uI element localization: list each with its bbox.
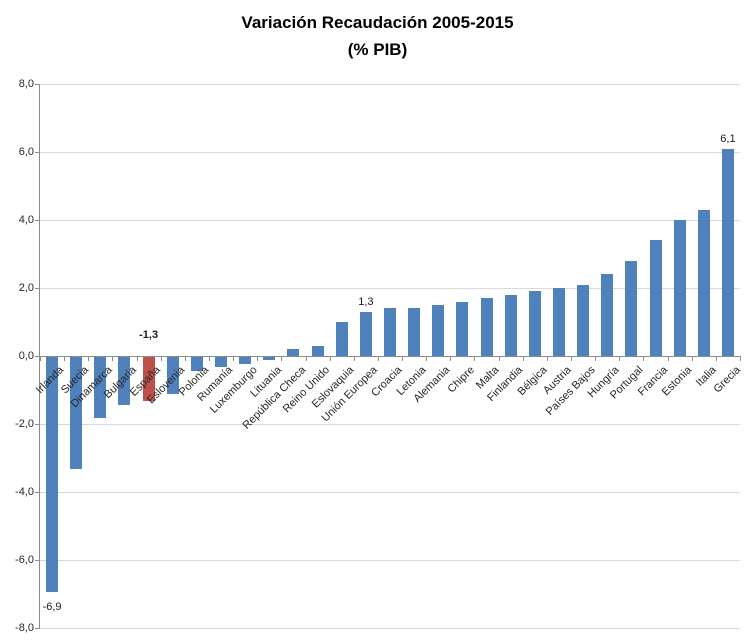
chart-bar-estonia	[673, 220, 686, 356]
x-axis-tick	[329, 356, 331, 361]
chart-bar-ruman-a	[215, 357, 228, 368]
chart-bar-hungr-a	[601, 274, 614, 356]
y-axis-tick-label: -6,0	[15, 554, 34, 566]
x-axis-line	[40, 356, 740, 357]
chart-bar-eslovaquia	[335, 322, 348, 356]
chart-bar-luxemburgo	[239, 357, 252, 364]
y-axis-tick-label: -8,0	[15, 622, 34, 634]
chart-bar-bulgaria	[118, 357, 131, 405]
y-axis-tick	[35, 492, 40, 493]
y-axis-tick	[35, 220, 40, 221]
x-axis-tick	[715, 356, 717, 361]
chart-bar-espa-a	[142, 357, 155, 402]
data-label: 1,3	[358, 295, 374, 308]
y-axis-tick-label: 4,0	[18, 214, 34, 226]
chart-bar-alemania	[432, 305, 445, 356]
chart-bar-irlanda	[46, 357, 59, 592]
chart-bar-chipre	[456, 301, 469, 356]
chart-bar-italia	[697, 209, 710, 356]
chart-bar-rep-blica-checa	[287, 349, 300, 356]
chart-bar-grecia	[721, 148, 734, 356]
y-axis-tick-label: 8,0	[18, 78, 34, 90]
x-axis-tick	[402, 356, 404, 361]
y-axis-tick	[35, 628, 40, 629]
x-axis-tick	[136, 356, 138, 361]
data-label: 6,1	[720, 132, 736, 145]
x-axis-tick	[667, 356, 669, 361]
chart-bar-pa-ses-bajos	[577, 284, 590, 356]
x-axis-tick	[184, 356, 186, 361]
y-axis-tick-label: -4,0	[15, 486, 34, 498]
chart-bar-francia	[649, 240, 662, 356]
x-axis-tick	[474, 356, 476, 361]
x-axis-tick	[426, 356, 428, 361]
gridline	[40, 560, 740, 561]
gridline	[40, 288, 740, 289]
x-axis-tick	[112, 356, 114, 361]
chart-bar-reino-unido	[311, 345, 324, 356]
y-axis-tick-label: -2,0	[15, 418, 34, 430]
chart-bar-austria	[552, 288, 565, 356]
gridline	[40, 492, 740, 493]
x-axis-tick	[305, 356, 307, 361]
x-axis-tick	[691, 356, 693, 361]
gridline	[40, 152, 740, 153]
x-axis-tick	[740, 356, 741, 361]
chart-title: Variación Recaudación 2005-2015	[241, 13, 514, 32]
x-axis-tick	[257, 356, 259, 361]
y-axis-tick-label: 2,0	[18, 282, 34, 294]
y-axis-tick	[35, 84, 40, 85]
y-axis-tick	[35, 424, 40, 425]
data-label: -1,3	[139, 329, 159, 341]
x-axis-tick	[643, 356, 645, 361]
chart-bar-b-lgica	[528, 291, 541, 356]
y-axis-tick	[35, 356, 40, 357]
chart-bar-suecia	[70, 357, 83, 470]
x-axis-tick	[160, 356, 162, 361]
chart-bar-eslovenia	[166, 357, 179, 395]
x-axis-tick	[353, 356, 355, 361]
x-axis-tick	[546, 356, 548, 361]
y-axis-tick-label: 6,0	[18, 146, 34, 158]
chart-subtitle: (% PIB)	[347, 40, 408, 59]
chart-bar-letonia	[408, 308, 421, 356]
gridline	[40, 424, 740, 425]
chart-bar-malta	[480, 298, 493, 356]
y-axis-tick	[35, 152, 40, 153]
chart-bar-dinamarca	[94, 357, 107, 419]
gridline	[40, 220, 740, 221]
x-axis-tick	[281, 356, 283, 361]
x-axis-tick	[233, 356, 235, 361]
x-axis-tick	[88, 356, 90, 361]
chart-bar-croacia	[384, 308, 396, 356]
x-axis-tick	[64, 356, 66, 361]
chart-bar-finlandia	[504, 294, 517, 356]
x-axis-tick	[40, 356, 41, 361]
chart-bar-lituania	[263, 357, 276, 361]
y-axis-tick-label: 0,0	[18, 350, 34, 362]
x-axis-tick	[450, 356, 452, 361]
chart-bar-polonia	[190, 357, 203, 371]
gridline	[40, 84, 740, 85]
y-axis-tick	[35, 560, 40, 561]
gridline	[40, 628, 740, 629]
chart-bar-uni-n-europea	[359, 311, 372, 356]
x-axis-category-label: Chipre	[445, 364, 477, 396]
data-label: -6,9	[42, 600, 62, 613]
x-axis-tick	[571, 356, 573, 361]
x-axis-tick	[619, 356, 621, 361]
x-axis-tick	[595, 356, 597, 361]
x-axis-tick	[377, 356, 379, 361]
x-axis-tick	[208, 356, 210, 361]
chart-bar-portugal	[625, 260, 638, 356]
y-axis-tick	[35, 288, 40, 289]
x-axis-tick	[498, 356, 500, 361]
y-axis-line	[39, 84, 40, 628]
x-axis-tick	[522, 356, 524, 361]
